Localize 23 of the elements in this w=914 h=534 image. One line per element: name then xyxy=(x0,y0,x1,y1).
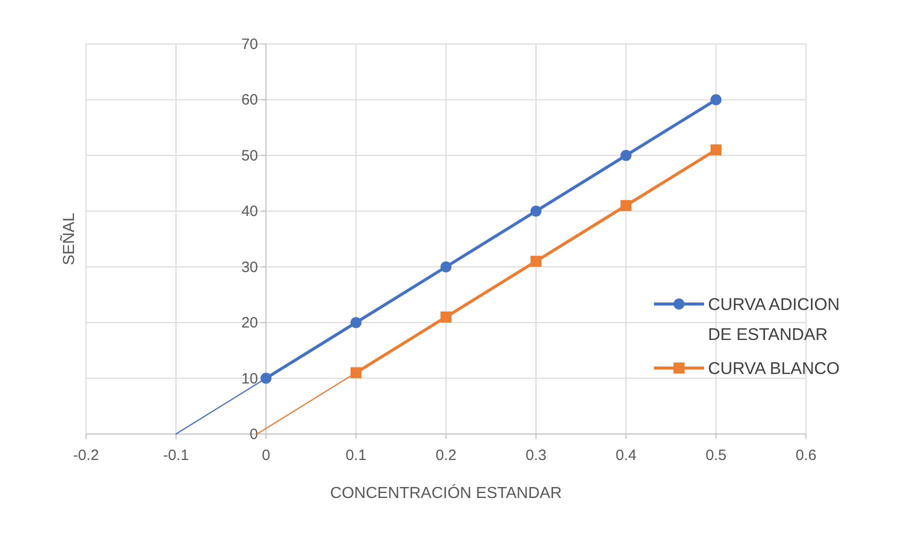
legend-label: CURVA ADICION DE ESTANDAR xyxy=(708,295,840,344)
y-tick-label: 70 xyxy=(241,36,258,53)
x-tick-label: 0 xyxy=(262,447,270,464)
point xyxy=(710,94,722,106)
x-tick-label: -0.1 xyxy=(163,447,189,464)
x-tick-label: 0.6 xyxy=(796,447,816,464)
x-axis-title: CONCENTRACIÓN ESTANDAR xyxy=(330,484,562,502)
y-tick-label: 50 xyxy=(241,147,258,164)
point xyxy=(710,144,722,156)
y-tick-label: 20 xyxy=(241,314,258,332)
x-tick-label: 0.3 xyxy=(526,447,546,464)
y-tick-label: 40 xyxy=(241,203,258,220)
x-tick-label: 0.1 xyxy=(346,447,366,464)
legend-label: CURVA BLANCO xyxy=(708,359,840,378)
y-axis-title: SEÑAL xyxy=(59,212,78,266)
x-tick-label: -0.2 xyxy=(73,447,99,464)
y-tick-label: 0 xyxy=(250,426,258,443)
y-tick-label: 60 xyxy=(241,92,258,109)
y-tick-label: 10 xyxy=(241,370,258,388)
x-tick-label: 0.2 xyxy=(436,447,456,464)
x-tick-label: 0.5 xyxy=(706,447,726,464)
y-tick-label: 30 xyxy=(241,258,258,276)
x-tick-label: 0.4 xyxy=(616,447,636,464)
